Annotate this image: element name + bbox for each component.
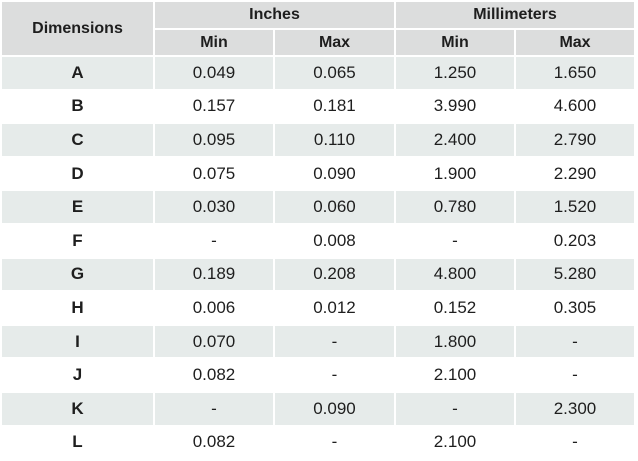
header-cell: Dimensions <box>0 0 155 57</box>
table-row: F -0.008-0.203 <box>0 222 636 259</box>
value-cell: - <box>273 424 396 461</box>
table-row: C 0.095 0.110 2.400 2.790 <box>0 122 636 158</box>
value-cell: - <box>394 390 516 427</box>
value-cell: - <box>273 323 396 360</box>
value-cell: 0.008 <box>273 222 396 259</box>
value-cell: 0.095 <box>153 122 275 158</box>
value-cell: - <box>514 424 636 461</box>
value-cell: 0.075 <box>153 155 275 192</box>
value-cell: 0.090 <box>273 390 396 427</box>
value-cell: - <box>153 222 275 259</box>
value-cell: - <box>153 390 275 427</box>
dimension-label: H <box>0 290 155 326</box>
table-row: B 0.157 0.181 3.990 4.600 <box>0 88 636 125</box>
value-cell: 0.049 <box>153 55 275 91</box>
value-cell: 0.157 <box>153 88 275 125</box>
value-cell: - <box>514 323 636 360</box>
value-cell: 0.006 <box>153 290 275 326</box>
value-cell: 0.082 <box>153 357 275 393</box>
dimension-label: D <box>0 155 155 192</box>
group-header: Millimeters <box>394 0 636 30</box>
dimension-label: K <box>0 390 155 427</box>
dimension-label: I <box>0 323 155 360</box>
sub-header: Min <box>394 28 516 57</box>
value-cell: 0.208 <box>273 256 396 293</box>
value-cell: 0.070 <box>153 323 275 360</box>
value-cell: - <box>394 222 516 259</box>
value-cell: 0.060 <box>273 189 396 225</box>
dimension-label: L <box>0 424 155 461</box>
value-cell: 1.650 <box>514 55 636 91</box>
table-body: A 0.049 0.065 1.250 1.650 B 0.157 0.181 3.990 4.6… <box>0 55 636 461</box>
value-cell: 1.250 <box>394 55 516 91</box>
value-cell: 1.900 <box>394 155 516 192</box>
dimension-label: B <box>0 88 155 125</box>
dimension-label: J <box>0 357 155 393</box>
table-row: K -0.090-2.300 <box>0 390 636 427</box>
sub-header: Max <box>273 28 396 57</box>
value-cell: 5.280 <box>514 256 636 293</box>
value-cell: - <box>273 357 396 393</box>
value-cell: 2.400 <box>394 122 516 158</box>
sub-header: Min <box>153 28 275 57</box>
value-cell: 0.110 <box>273 122 396 158</box>
value-cell: 0.090 <box>273 155 396 192</box>
dimension-label: E <box>0 189 155 225</box>
value-cell: 2.290 <box>514 155 636 192</box>
value-cell: 0.780 <box>394 189 516 225</box>
value-cell: 0.203 <box>514 222 636 259</box>
value-cell: 0.152 <box>394 290 516 326</box>
group-header: Inches <box>153 0 396 30</box>
table-row: L 0.082-2.100- <box>0 424 636 461</box>
value-cell: 4.800 <box>394 256 516 293</box>
value-cell: 0.181 <box>273 88 396 125</box>
table-row: D 0.075 0.090 1.900 2.290 <box>0 155 636 192</box>
table-row: J 0.082-2.100- <box>0 357 636 393</box>
value-cell: 1.520 <box>514 189 636 225</box>
value-cell: 1.800 <box>394 323 516 360</box>
table-row: E 0.030 0.060 0.780 1.520 <box>0 189 636 225</box>
value-cell: 2.300 <box>514 390 636 427</box>
value-cell: 4.600 <box>514 88 636 125</box>
dimension-label: A <box>0 55 155 91</box>
dimension-label: G <box>0 256 155 293</box>
value-cell: 0.065 <box>273 55 396 91</box>
sub-header: Max <box>514 28 636 57</box>
table-row: G 0.189 0.208 4.800 5.280 <box>0 256 636 293</box>
value-cell: 2.100 <box>394 424 516 461</box>
value-cell: 0.030 <box>153 189 275 225</box>
table-row: H 0.006 0.012 0.152 0.305 <box>0 290 636 326</box>
value-cell: 3.990 <box>394 88 516 125</box>
value-cell: 0.082 <box>153 424 275 461</box>
table-row: I 0.070-1.800- <box>0 323 636 360</box>
dimension-label: F <box>0 222 155 259</box>
value-cell: 2.790 <box>514 122 636 158</box>
value-cell: - <box>514 357 636 393</box>
value-cell: 2.100 <box>394 357 516 393</box>
value-cell: 0.189 <box>153 256 275 293</box>
dimension-label: C <box>0 122 155 158</box>
value-cell: 0.012 <box>273 290 396 326</box>
value-cell: 0.305 <box>514 290 636 326</box>
table-row: A 0.049 0.065 1.250 1.650 <box>0 55 636 91</box>
